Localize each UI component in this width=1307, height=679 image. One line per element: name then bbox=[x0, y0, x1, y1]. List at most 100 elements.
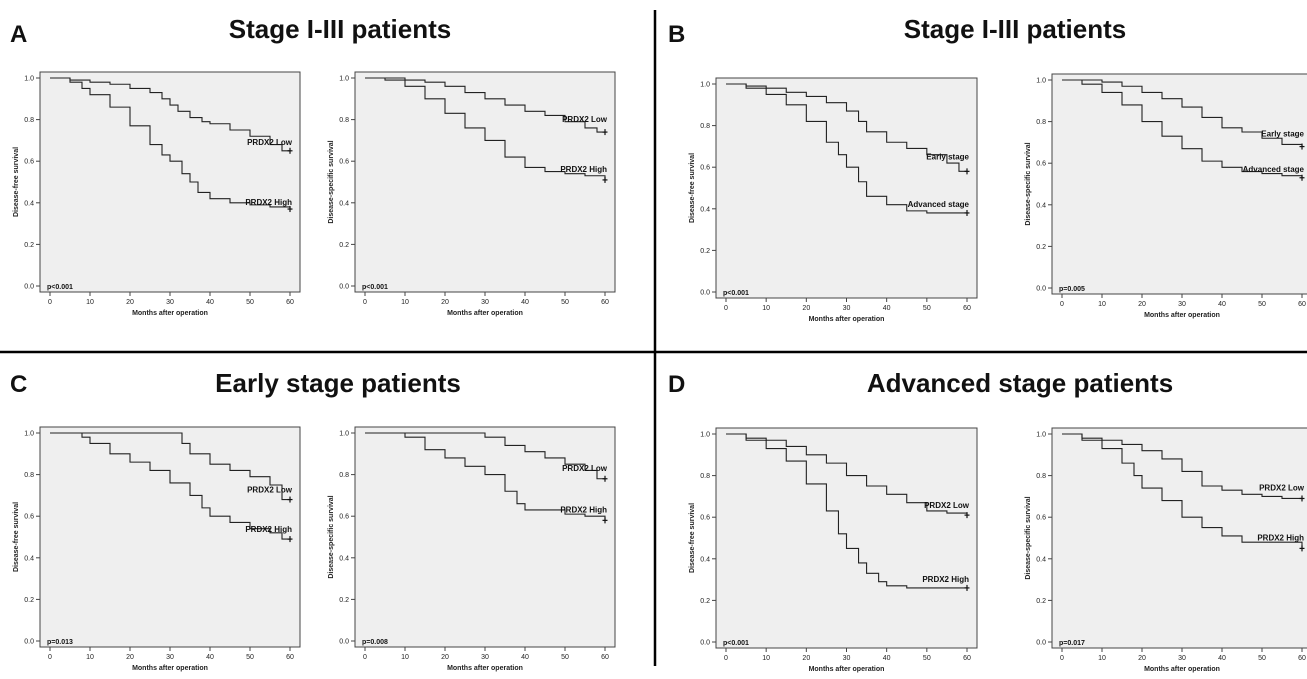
series-label: PRDX2 Low bbox=[924, 501, 970, 510]
y-tick-label: 0.4 bbox=[339, 200, 349, 207]
plot-frame bbox=[354, 426, 616, 648]
p-value-label: p<0.001 bbox=[47, 284, 73, 291]
y-tick-label: 0.2 bbox=[339, 242, 349, 249]
x-axis-label: Months after operation bbox=[1144, 666, 1220, 673]
y-tick-label: 0.2 bbox=[1036, 598, 1046, 605]
y-tick-label: 0.6 bbox=[1036, 161, 1046, 168]
x-tick-label: 20 bbox=[441, 654, 449, 661]
y-tick-label: 0.2 bbox=[1036, 244, 1046, 251]
y-tick-label: 0.8 bbox=[1036, 119, 1046, 126]
panel-b-label: B bbox=[668, 21, 685, 48]
km-chart-8: 0.0 0.2 0.4 0.6 0.8 1.0 0 10 20 30 40 50 60 Months af… bbox=[1025, 427, 1307, 673]
x-axis-label: Months after operation bbox=[447, 310, 523, 317]
y-tick-label: 0.8 bbox=[700, 123, 710, 130]
x-axis-label: Months after operation bbox=[132, 665, 208, 672]
x-tick-label: 40 bbox=[883, 305, 891, 312]
x-tick-label: 40 bbox=[206, 299, 214, 306]
y-axis-label: Disease-specific survival bbox=[1025, 496, 1032, 579]
x-tick-label: 10 bbox=[401, 654, 409, 661]
km-chart-3: 0.0 0.2 0.4 0.6 0.8 1.0 0 10 20 30 40 50 60 Months af… bbox=[689, 77, 978, 323]
km-chart-1: 0.0 0.2 0.4 0.6 0.8 1.0 0 10 20 30 40 50 60 Months af… bbox=[13, 71, 301, 317]
y-tick-label: 0.6 bbox=[1036, 515, 1046, 522]
y-tick-label: 0.6 bbox=[24, 159, 34, 166]
y-axis-label: Disease-free survival bbox=[689, 153, 696, 223]
series-label: PRDX2 Low bbox=[247, 486, 293, 495]
y-tick-label: 0.6 bbox=[339, 514, 349, 521]
survival-curve-1 bbox=[1062, 79, 1303, 147]
y-tick-label: 0.2 bbox=[24, 242, 34, 249]
x-tick-label: 40 bbox=[1218, 301, 1226, 308]
x-tick-label: 30 bbox=[1178, 655, 1186, 662]
y-tick-label: 0.8 bbox=[1036, 473, 1046, 480]
x-tick-label: 30 bbox=[843, 305, 851, 312]
y-tick-label: 1.0 bbox=[1036, 78, 1046, 85]
x-tick-label: 0 bbox=[48, 654, 52, 661]
y-tick-label: 1.0 bbox=[700, 82, 710, 89]
x-tick-label: 60 bbox=[286, 299, 294, 306]
x-tick-label: 50 bbox=[1258, 655, 1266, 662]
y-tick-label: 0.4 bbox=[700, 206, 710, 213]
y-tick-label: 0.4 bbox=[1036, 202, 1046, 209]
y-axis-label: Disease-specific survival bbox=[1025, 142, 1032, 225]
y-tick-label: 0.4 bbox=[700, 556, 710, 563]
survival-curve-1 bbox=[726, 83, 967, 172]
survival-curve-2 bbox=[1062, 79, 1303, 178]
x-tick-label: 50 bbox=[923, 655, 931, 662]
x-tick-label: 30 bbox=[481, 299, 489, 306]
km-chart-4: 0.0 0.2 0.4 0.6 0.8 1.0 0 10 20 30 40 50 60 Months af… bbox=[1025, 73, 1307, 319]
y-tick-label: 0.8 bbox=[339, 117, 349, 124]
y-tick-label: 0.8 bbox=[700, 473, 710, 480]
x-tick-label: 50 bbox=[561, 654, 569, 661]
y-axis-label: Disease-specific survival bbox=[328, 495, 335, 578]
series-label: Advanced stage bbox=[1243, 165, 1305, 174]
p-value-label: p<0.001 bbox=[723, 290, 749, 297]
y-axis-label: Disease-free survival bbox=[689, 503, 696, 573]
x-tick-label: 50 bbox=[923, 305, 931, 312]
x-tick-label: 60 bbox=[963, 305, 971, 312]
y-tick-label: 0.2 bbox=[700, 248, 710, 255]
x-tick-label: 60 bbox=[601, 654, 609, 661]
x-tick-label: 10 bbox=[1098, 301, 1106, 308]
panel-b-title: Stage I-III patients bbox=[904, 14, 1127, 44]
x-axis-label: Months after operation bbox=[1144, 312, 1220, 319]
x-tick-label: 0 bbox=[363, 299, 367, 306]
y-tick-label: 1.0 bbox=[24, 76, 34, 83]
plot-frame bbox=[39, 71, 301, 293]
survival-curve-2 bbox=[726, 83, 967, 214]
x-tick-label: 10 bbox=[762, 305, 770, 312]
y-tick-label: 0.2 bbox=[339, 597, 349, 604]
panel-c-label: C bbox=[10, 371, 27, 398]
x-tick-label: 30 bbox=[481, 654, 489, 661]
x-tick-label: 10 bbox=[401, 299, 409, 306]
x-tick-label: 60 bbox=[1298, 301, 1306, 308]
series-label: PRDX2 High bbox=[1257, 533, 1304, 542]
y-tick-label: 0.6 bbox=[700, 165, 710, 172]
x-tick-label: 0 bbox=[1060, 301, 1064, 308]
km-chart-6: 0.0 0.2 0.4 0.6 0.8 1.0 0 10 20 30 40 50 60 Months af… bbox=[328, 426, 616, 672]
plot-frame bbox=[1051, 427, 1307, 649]
x-tick-label: 60 bbox=[286, 654, 294, 661]
survival-curve-2 bbox=[365, 77, 606, 180]
panel-d-title: Advanced stage patients bbox=[867, 368, 1173, 398]
x-tick-label: 60 bbox=[1298, 655, 1306, 662]
y-tick-label: 0.4 bbox=[1036, 556, 1046, 563]
plot-frame bbox=[1051, 73, 1307, 295]
x-tick-label: 30 bbox=[1178, 301, 1186, 308]
panel-d-label: D bbox=[668, 371, 685, 398]
panel-a-title: Stage I-III patients bbox=[229, 14, 452, 44]
km-chart-5: 0.0 0.2 0.4 0.6 0.8 1.0 0 10 20 30 40 50 60 Months af… bbox=[13, 426, 301, 672]
survival-curve-1 bbox=[50, 77, 290, 152]
series-label: PRDX2 High bbox=[922, 575, 969, 584]
y-tick-label: 1.0 bbox=[339, 431, 349, 438]
series-label: PRDX2 Low bbox=[562, 115, 608, 124]
series-label: Early stage bbox=[926, 152, 969, 161]
x-tick-label: 20 bbox=[1138, 655, 1146, 662]
x-tick-label: 20 bbox=[441, 299, 449, 306]
series-label: PRDX2 Low bbox=[247, 138, 293, 147]
y-tick-label: 0.2 bbox=[700, 598, 710, 605]
series-label: PRDX2 Low bbox=[1259, 483, 1305, 492]
x-tick-label: 10 bbox=[1098, 655, 1106, 662]
series-label: Early stage bbox=[1261, 130, 1304, 139]
y-tick-label: 0.0 bbox=[1036, 640, 1046, 647]
x-tick-label: 60 bbox=[601, 299, 609, 306]
